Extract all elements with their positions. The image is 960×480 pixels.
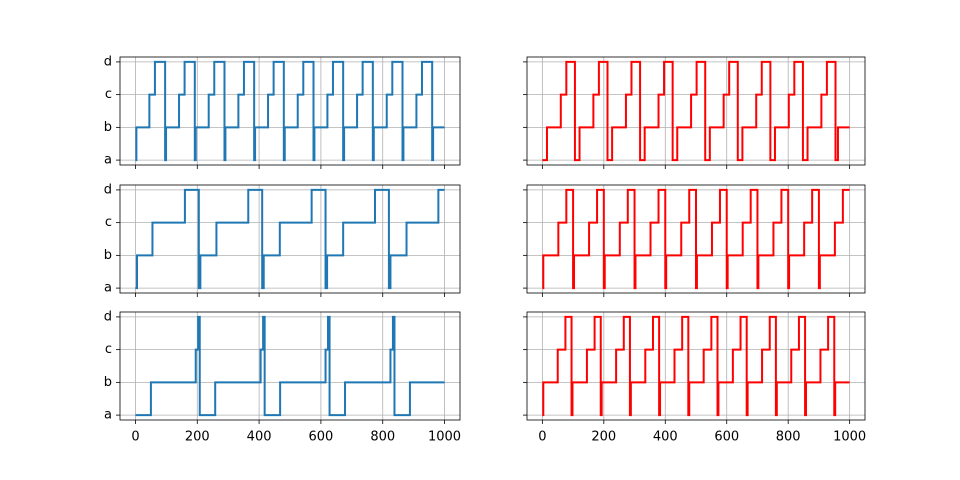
subplot: 0 200 400 600 800 1000 a b c d bbox=[104, 309, 461, 444]
x-tick-label: 400 bbox=[247, 430, 272, 445]
x-tick-label: 200 bbox=[185, 430, 210, 445]
axes-frame bbox=[526, 56, 866, 166]
y-tick-label: a bbox=[104, 153, 112, 168]
data-line bbox=[542, 315, 850, 417]
y-tick-label: b bbox=[104, 120, 112, 135]
x-tick-label: 800 bbox=[776, 430, 801, 445]
axes-frame bbox=[119, 184, 461, 294]
subplot: 0 200 400 600 800 1000 bbox=[523, 311, 866, 445]
x-tick-label: 1000 bbox=[833, 430, 866, 445]
x-tick-label: 600 bbox=[714, 430, 739, 445]
axes-frame bbox=[526, 311, 866, 421]
y-tick-label: c bbox=[105, 215, 112, 230]
axes-frame bbox=[526, 184, 866, 294]
y-tick-label: a bbox=[104, 281, 112, 296]
subplot bbox=[523, 184, 866, 297]
x-tick-label: 600 bbox=[308, 430, 333, 445]
y-tick-label: c bbox=[105, 342, 112, 357]
y-tick-label: b bbox=[104, 375, 112, 390]
y-tick-label: b bbox=[104, 248, 112, 263]
subplot bbox=[523, 56, 866, 169]
x-tick-label: 400 bbox=[653, 430, 678, 445]
y-tick-label: d bbox=[104, 54, 112, 69]
y-tick-label: c bbox=[105, 87, 112, 102]
x-tick-label: 0 bbox=[538, 430, 546, 445]
y-tick-label: d bbox=[104, 309, 112, 324]
axes-frame bbox=[119, 56, 461, 166]
x-tick-label: 800 bbox=[370, 430, 395, 445]
data-line bbox=[542, 60, 850, 162]
x-tick-label: 1000 bbox=[428, 430, 461, 445]
data-line bbox=[542, 188, 850, 290]
data-line bbox=[135, 315, 445, 417]
subplot: a b c d bbox=[104, 182, 461, 297]
data-line bbox=[135, 60, 445, 162]
y-tick-label: d bbox=[104, 182, 112, 197]
subplot: a b c d bbox=[104, 54, 461, 169]
data-line bbox=[135, 188, 445, 290]
axes-frame bbox=[119, 311, 461, 421]
y-tick-label: a bbox=[104, 408, 112, 423]
x-tick-label: 0 bbox=[131, 430, 139, 445]
x-tick-label: 200 bbox=[591, 430, 616, 445]
